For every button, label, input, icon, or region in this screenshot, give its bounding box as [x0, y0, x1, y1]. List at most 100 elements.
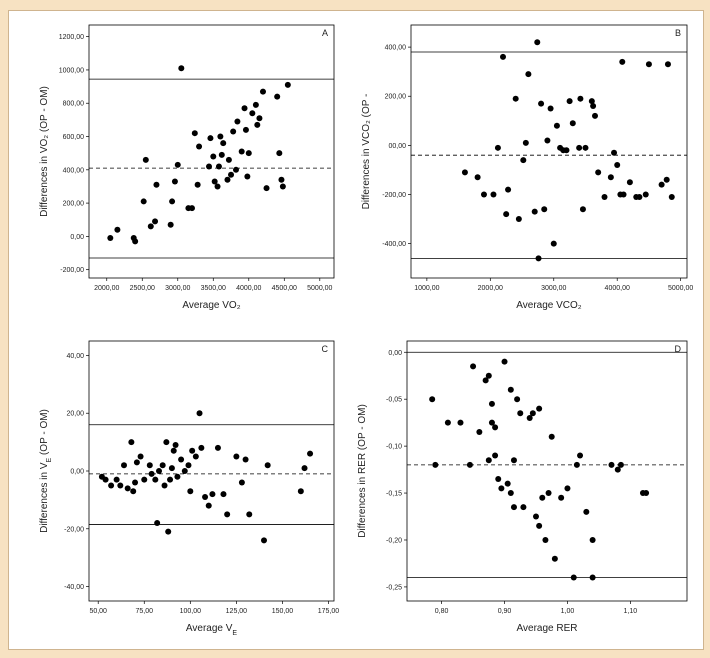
- x-tick-label: 4000,00: [605, 285, 630, 292]
- figure-frame: A 2000,00 2500,00 3000,00 3500,00 4000,00 4500…: [8, 10, 704, 650]
- data-point: [514, 396, 521, 403]
- data-point: [532, 513, 539, 520]
- data-point: [263, 185, 270, 192]
- panel-letter: C: [322, 344, 329, 354]
- x-axis-label: Average VO₂: [182, 300, 240, 311]
- data-point: [504, 480, 511, 487]
- data-point: [476, 429, 483, 436]
- data-point: [520, 504, 527, 511]
- data-point: [154, 520, 161, 526]
- data-point: [121, 462, 127, 469]
- data-point: [658, 181, 665, 188]
- data-point: [274, 93, 281, 100]
- bland-altman-figure: A 2000,00 2500,00 3000,00 3500,00 4000,00 4500…: [39, 24, 693, 637]
- data-point: [170, 447, 177, 454]
- x-tick-label: 2000,00: [478, 285, 503, 292]
- data-point: [256, 115, 263, 122]
- x-tick-label: 2000,00: [94, 285, 119, 292]
- data-point: [500, 53, 506, 60]
- data-point: [494, 144, 501, 151]
- x-tick-label: 4500,00: [272, 285, 297, 292]
- x-tick-label: 100,00: [180, 608, 202, 615]
- data-point: [643, 490, 650, 497]
- data-point: [558, 494, 565, 501]
- data-point: [301, 465, 308, 472]
- x-tick-label: 1000,00: [414, 285, 439, 292]
- data-point: [242, 126, 249, 133]
- data-point: [196, 410, 203, 417]
- data-point: [137, 453, 144, 460]
- y-tick-label: -40,00: [64, 584, 84, 591]
- data-point: [461, 169, 468, 176]
- data-point: [245, 150, 252, 157]
- data-point: [485, 457, 492, 464]
- data-point: [215, 163, 222, 170]
- data-point: [198, 444, 205, 451]
- data-point: [234, 118, 241, 125]
- data-point: [534, 39, 541, 46]
- data-point: [474, 174, 481, 181]
- data-point: [196, 143, 203, 150]
- data-point: [167, 476, 174, 483]
- data-point: [209, 491, 216, 498]
- data-point: [169, 198, 176, 205]
- data-point: [569, 120, 576, 127]
- data-point: [470, 363, 477, 370]
- x-tick-label: 5000,00: [307, 285, 332, 292]
- data-point: [488, 400, 495, 407]
- panel-c: C 50,00 75,00 100,00 125,00 150,00 175,00 -40,0…: [39, 340, 339, 637]
- plot-area: [410, 24, 688, 279]
- data-point: [128, 439, 135, 446]
- data-point: [217, 133, 224, 140]
- panel-d: D 0,80 0,90 1,00 1,10 0,00 -0,05 -0,10 -0,15 -0,2…: [357, 340, 688, 634]
- data-point: [241, 105, 248, 112]
- data-point: [608, 461, 615, 468]
- data-point: [429, 396, 436, 403]
- data-point: [501, 358, 508, 365]
- y-tick-label: -400,00: [382, 241, 406, 248]
- data-point: [279, 183, 286, 190]
- y-axis-label: Differences in VO₂ (OP - OM): [39, 86, 50, 217]
- data-point: [525, 71, 532, 78]
- data-point: [566, 98, 573, 105]
- data-point: [174, 473, 181, 480]
- data-point: [307, 450, 314, 457]
- data-point: [577, 452, 584, 459]
- y-tick-label: -0,25: [386, 584, 402, 591]
- data-point: [107, 235, 114, 242]
- data-point: [570, 574, 577, 581]
- data-point: [488, 419, 495, 426]
- y-tick-label: -0,15: [386, 491, 402, 498]
- data-point: [485, 372, 492, 379]
- data-point: [550, 240, 557, 247]
- data-point: [626, 179, 633, 186]
- data-point: [214, 444, 221, 451]
- x-tick-label: 3500,00: [201, 285, 226, 292]
- y-axis-label: Differences in RER (OP - OM): [357, 404, 368, 538]
- y-tick-label: 400,00: [63, 167, 85, 174]
- data-point: [130, 488, 137, 495]
- data-point: [492, 424, 499, 431]
- data-point: [547, 105, 554, 112]
- data-point: [520, 157, 527, 164]
- data-point: [152, 218, 159, 225]
- data-point: [174, 161, 181, 168]
- data-point: [444, 419, 451, 426]
- y-axis-label: Differences in VCO₂ (OP -: [361, 94, 372, 210]
- data-point: [636, 193, 643, 200]
- y-tick-label: -200,00: [382, 192, 406, 199]
- y-tick-label: -0,10: [386, 444, 402, 451]
- data-point: [582, 144, 589, 151]
- data-point: [573, 461, 580, 468]
- data-point: [233, 453, 240, 460]
- data-point: [492, 452, 499, 459]
- data-point: [457, 419, 464, 426]
- data-point: [242, 456, 249, 463]
- data-point: [171, 178, 178, 185]
- y-tick-label: 40,00: [66, 353, 84, 360]
- data-point: [522, 139, 529, 146]
- plot-area: [88, 24, 335, 279]
- y-tick-label: 1200,00: [59, 34, 84, 41]
- data-point: [205, 502, 212, 509]
- data-point: [159, 462, 166, 469]
